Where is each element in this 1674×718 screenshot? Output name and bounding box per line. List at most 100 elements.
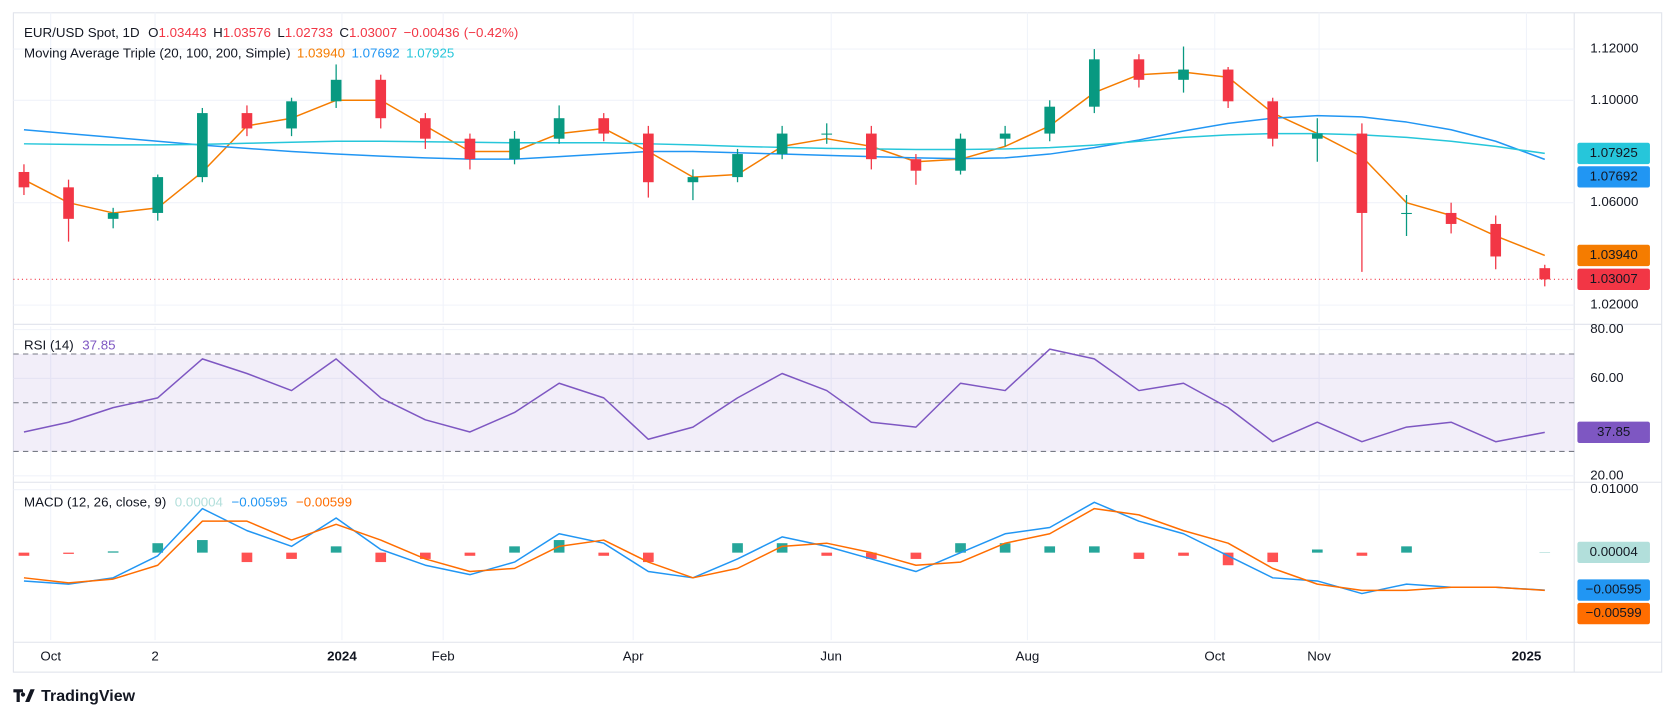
legend-item: MACD (12, 26, close, 9)	[24, 494, 166, 509]
chart-frame	[12, 12, 1663, 673]
candle-body	[1445, 212, 1457, 224]
histogram-bar	[107, 551, 119, 553]
candle-body	[553, 118, 565, 139]
legend-item: 1.07692	[352, 45, 400, 60]
legend-item: −0.00599	[296, 494, 352, 509]
price-tag-label: −0.00595	[1586, 582, 1642, 597]
y-tick-label: 1.12000	[1590, 41, 1638, 56]
histogram-bar	[330, 546, 342, 553]
x-tick-label: 2025	[1512, 649, 1542, 664]
price-tag-label: −0.00599	[1586, 605, 1642, 620]
histogram-bar	[732, 543, 743, 553]
histogram-bar	[152, 543, 164, 553]
y-tick-label: 80.00	[1590, 321, 1623, 336]
legend-item: 1.03576	[223, 25, 271, 40]
y-tick-label: 1.10000	[1590, 92, 1638, 107]
histogram-bar	[1356, 552, 1368, 556]
rsi-line	[23, 348, 1545, 443]
candle-body	[1401, 212, 1412, 215]
histogram-bar	[910, 552, 922, 559]
candle-body	[464, 138, 476, 160]
grid	[13, 326, 1575, 481]
legend-item: −0.00595	[232, 494, 288, 509]
histogram-bar	[642, 552, 654, 563]
x-tick-label: 2024	[327, 649, 357, 664]
candle-body	[286, 101, 297, 129]
legend-item: 1.02733	[285, 25, 333, 40]
x-tick-label: Apr	[623, 649, 644, 664]
histogram-bar	[18, 552, 30, 556]
macd-line	[23, 501, 1545, 595]
histogram-bar	[286, 552, 297, 559]
price-tag-label: 0.00004	[1590, 544, 1639, 559]
candle-body	[732, 154, 743, 178]
price-tag-label: 37.85	[1597, 424, 1630, 439]
candle-body	[1178, 69, 1189, 80]
candle-body	[1044, 106, 1056, 134]
price-tag	[1577, 579, 1650, 601]
x-tick-label: 2	[151, 649, 158, 664]
legend-item: L	[277, 25, 284, 40]
candle-body	[107, 212, 119, 219]
candle-body	[1133, 59, 1145, 80]
legend: MACD (12, 26, close, 9) 0.00004 −0.00595 −0…	[24, 494, 352, 509]
x-tick-label: Aug	[1016, 649, 1040, 664]
candle-body	[509, 138, 520, 160]
candle-body	[1311, 133, 1323, 139]
price-tag	[1577, 166, 1650, 188]
x-tick-label: Oct	[1204, 649, 1225, 664]
histogram-bar	[1267, 552, 1279, 563]
brand-logo: TradingView	[13, 688, 136, 705]
candle-body	[865, 133, 877, 160]
histogram-bar	[1088, 546, 1100, 553]
legend-item: 1.07925	[406, 45, 454, 60]
histogram-bar	[865, 552, 877, 559]
histogram-bar	[420, 552, 431, 559]
histogram-bar	[241, 552, 253, 563]
legend-item: H	[213, 25, 223, 40]
legend-item: 1.03940	[297, 45, 345, 60]
histogram-bar	[509, 546, 520, 553]
candle-body	[18, 171, 30, 188]
histogram-bar	[464, 552, 476, 556]
histogram-bar	[1311, 549, 1323, 553]
x-tick-label: Jun	[820, 649, 842, 664]
legend-item: C	[339, 25, 349, 40]
x-tick-label: Feb	[432, 649, 455, 664]
candle-body	[197, 113, 208, 178]
candle-body	[330, 79, 342, 102]
histogram-bar	[63, 552, 74, 554]
legend-item: O	[148, 25, 158, 40]
histogram-bar	[197, 540, 208, 553]
candle-body	[63, 187, 74, 219]
legend-item: 1.03443	[159, 25, 207, 40]
legend-item: EUR/USD Spot, 1D	[24, 25, 140, 40]
candle-body	[375, 79, 387, 119]
grid	[13, 484, 1575, 641]
y-tick-label: 60.00	[1590, 370, 1623, 385]
legend-item: Moving Average Triple (20, 100, 200, Sim…	[24, 45, 290, 60]
price-tag-label: 1.07925	[1590, 145, 1638, 160]
brand-name: TradingView	[41, 688, 136, 705]
histogram-bar	[1044, 546, 1056, 553]
histogram-bar	[776, 543, 788, 553]
x-tick-label: Oct	[40, 649, 61, 664]
legend-item: −0.00436	[404, 25, 460, 40]
price-tag	[1577, 142, 1650, 165]
y-tick-label: 1.02000	[1590, 297, 1638, 312]
histogram-bar	[955, 543, 966, 553]
candle-body	[821, 133, 833, 135]
y-tick-label: 20.00	[1590, 467, 1623, 482]
candle-body	[1267, 101, 1279, 139]
price-tag	[1577, 602, 1650, 625]
legend-item: 0.00004	[175, 494, 224, 509]
candle-body	[910, 159, 922, 171]
candle-body	[776, 133, 788, 155]
candle-body	[152, 177, 164, 213]
candle-body	[1539, 268, 1551, 280]
x-tick-label: Nov	[1307, 649, 1331, 664]
candle-body	[1490, 223, 1502, 257]
histogram-bar	[1133, 552, 1145, 559]
